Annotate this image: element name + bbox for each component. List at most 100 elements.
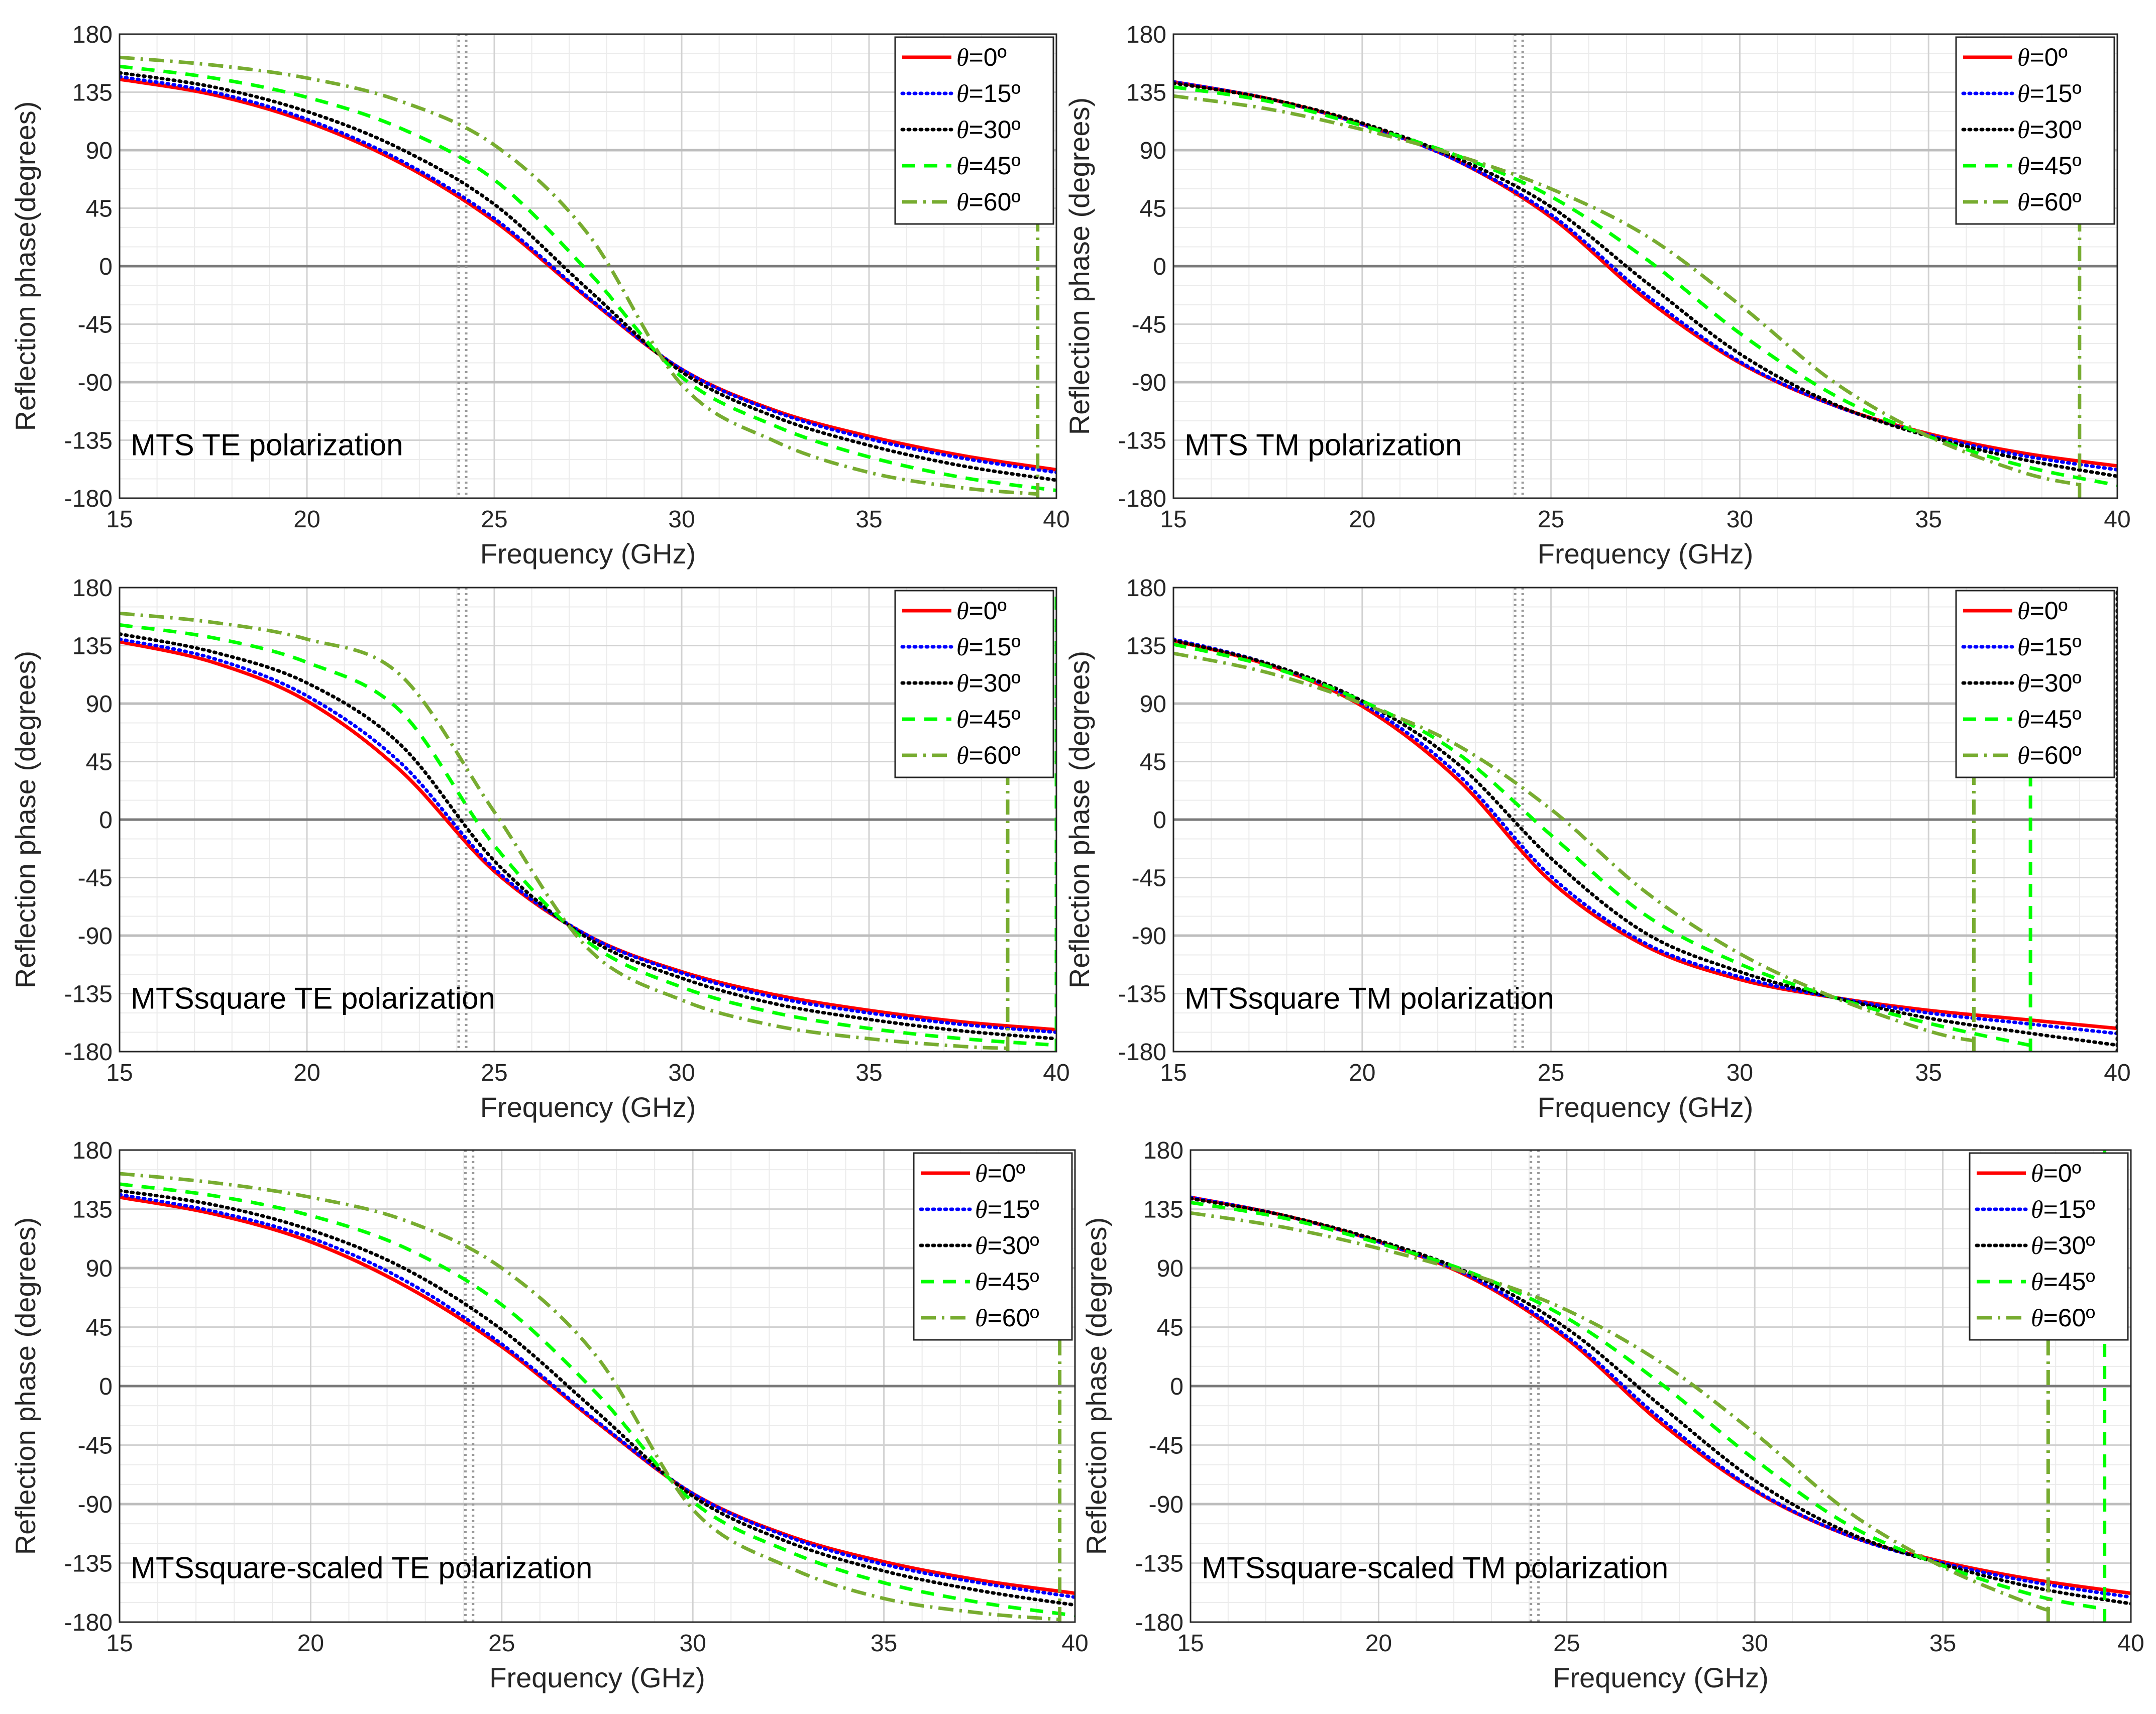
- legend-entry-label: θ=30º: [2017, 669, 2082, 697]
- y-tick-label: 90: [86, 138, 113, 164]
- legend-entry-label: θ=15º: [956, 633, 1021, 661]
- y-tick-label: 45: [1140, 749, 1166, 776]
- legend-theta-symbol: θ: [2017, 116, 2030, 144]
- y-tick-label: -180: [64, 486, 113, 512]
- legend-angle-text: =45º: [969, 152, 1021, 180]
- y-tick-label: 0: [1153, 254, 1166, 280]
- legend-angle-text: =30º: [2043, 1231, 2095, 1260]
- legend-theta-symbol: θ: [2017, 597, 2030, 625]
- legend-angle-text: =45º: [2043, 1268, 2095, 1296]
- x-tick-label: 15: [106, 506, 133, 533]
- y-axis-label: Reflection phase (degrees): [10, 1217, 41, 1555]
- legend-angle-text: =15º: [969, 79, 1021, 107]
- legend-theta-symbol: θ: [2017, 669, 2030, 697]
- series-line-0: [120, 77, 1056, 472]
- y-tick-label: -90: [1149, 1492, 1183, 1518]
- x-tick-label: 25: [481, 506, 507, 533]
- series-line-2: [1173, 638, 2117, 1047]
- legend-angle-text: =60º: [2030, 741, 2082, 769]
- legend-entry-label: θ=45º: [2017, 705, 2082, 733]
- x-tick-label: 30: [668, 1060, 695, 1086]
- y-tick-label: 180: [1143, 1137, 1183, 1164]
- legend-entry-label: θ=0º: [2017, 43, 2068, 71]
- y-tick-label: -135: [1118, 981, 1166, 1008]
- legend-entry-label: θ=45º: [975, 1268, 1039, 1296]
- y-tick-label: -135: [1135, 1551, 1183, 1577]
- y-tick-label: -45: [1149, 1433, 1183, 1459]
- legend-angle-text: =0º: [2030, 43, 2068, 71]
- legend-angle-text: =60º: [2030, 188, 2082, 216]
- legend-entry-label: θ=30º: [956, 116, 1021, 144]
- legend-theta-symbol: θ: [975, 1304, 988, 1332]
- panel-5: 15 20 25 30 35 40 -180 -135 -90 -45 0 45 90 135 180 Fre…: [10, 1137, 1089, 1693]
- legend-theta-symbol: θ: [2017, 741, 2030, 769]
- legend-angle-text: =60º: [988, 1304, 1039, 1332]
- series-line-4: [1173, 651, 1975, 1043]
- legend-angle-text: =45º: [988, 1268, 1039, 1296]
- y-tick-label: 180: [72, 575, 113, 602]
- x-tick-label: 15: [1160, 1060, 1187, 1086]
- legend-angle-text: =60º: [969, 188, 1021, 216]
- x-tick-label: 25: [1553, 1630, 1580, 1657]
- legend-angle-text: =15º: [2030, 79, 2082, 107]
- legend-entry-label: θ=45º: [956, 705, 1021, 733]
- legend-entry-label: θ=60º: [2017, 188, 2082, 216]
- legend-theta-symbol: θ: [956, 705, 969, 733]
- x-tick-label: 30: [1742, 1630, 1768, 1657]
- x-tick-label: 40: [1043, 1060, 1069, 1086]
- legend-angle-text: =0º: [969, 43, 1007, 71]
- legend-angle-text: =15º: [2030, 633, 2082, 661]
- y-tick-label: -135: [64, 981, 113, 1008]
- y-tick-label: 135: [72, 80, 113, 106]
- legend-theta-symbol: θ: [2031, 1304, 2043, 1332]
- panel-title: MTS TM polarization: [1184, 428, 1462, 462]
- y-tick-label: -180: [64, 1610, 113, 1636]
- y-tick-label: 135: [1126, 80, 1166, 106]
- y-tick-label: 90: [1140, 691, 1166, 718]
- series-line-3: [120, 1182, 1075, 1618]
- x-tick-label: 30: [1727, 1060, 1753, 1086]
- x-tick-label: 15: [1160, 506, 1187, 533]
- x-tick-label: 15: [106, 1060, 133, 1086]
- legend-entry-label: θ=15º: [975, 1195, 1039, 1223]
- legend-angle-text: =15º: [2043, 1195, 2095, 1223]
- legend-entry-label: θ=15º: [2031, 1195, 2095, 1223]
- y-tick-label: 0: [1153, 807, 1166, 834]
- panel-title: MTSsquare-scaled TE polarization: [131, 1551, 592, 1585]
- legend-angle-text: =60º: [969, 741, 1021, 769]
- panel-6: 15 20 25 30 35 40 -180 -135 -90 -45 0 45 90 135 180 Fre…: [1081, 1137, 2144, 1693]
- legend-entry-label: θ=60º: [2017, 741, 2082, 769]
- legend-entry-label: θ=15º: [956, 79, 1021, 107]
- y-tick-label: 45: [1140, 196, 1166, 222]
- x-tick-label: 35: [855, 1060, 882, 1086]
- x-tick-label: 40: [2104, 506, 2130, 533]
- legend-theta-symbol: θ: [956, 633, 969, 661]
- legend-angle-text: =15º: [988, 1195, 1039, 1223]
- x-tick-label: 40: [1061, 1630, 1088, 1657]
- legend-theta-symbol: θ: [956, 152, 969, 180]
- legend-theta-symbol: θ: [2017, 79, 2030, 107]
- y-tick-label: 180: [72, 22, 113, 48]
- y-axis-label: Reflection phase (degrees): [1063, 97, 1095, 435]
- series-line-4: [120, 1172, 1060, 1622]
- legend-theta-symbol: θ: [956, 116, 969, 144]
- x-axis-label: Frequency (GHz): [1553, 1662, 1768, 1693]
- legend-entry-label: θ=60º: [956, 188, 1021, 216]
- y-tick-label: 0: [99, 1374, 113, 1400]
- y-axis-label: Reflection phase(degrees): [10, 101, 41, 431]
- x-tick-label: 35: [1915, 1060, 1942, 1086]
- legend-entry-label: θ=30º: [956, 669, 1021, 697]
- x-tick-label: 20: [1365, 1630, 1392, 1657]
- legend-theta-symbol: θ: [975, 1195, 988, 1223]
- series-line-1: [120, 75, 1056, 475]
- series-line-4: [1191, 1211, 2051, 1612]
- x-tick-label: 20: [1349, 506, 1375, 533]
- legend-entry-label: θ=15º: [2017, 633, 2082, 661]
- legend-theta-symbol: θ: [2031, 1159, 2043, 1187]
- series-line-2: [120, 71, 1056, 482]
- x-tick-label: 15: [1177, 1630, 1204, 1657]
- legend-theta-symbol: θ: [956, 43, 969, 71]
- x-axis-label: Frequency (GHz): [1538, 1091, 1753, 1123]
- panel-title: MTSsquare-scaled TM polarization: [1202, 1551, 1668, 1585]
